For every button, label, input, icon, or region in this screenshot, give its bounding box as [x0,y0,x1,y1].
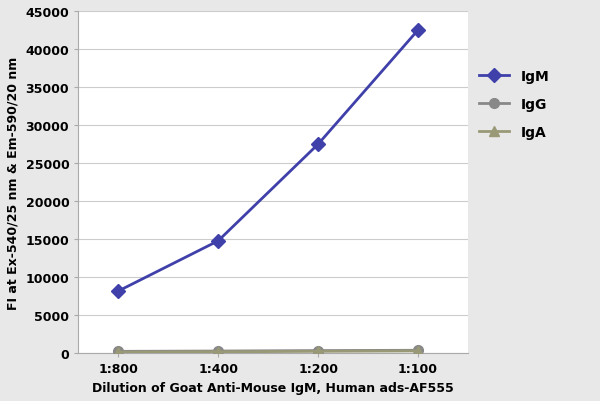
Line: IgG: IgG [113,346,423,356]
IgG [215,349,222,354]
IgM [415,28,422,33]
X-axis label: Dilution of Goat Anti-Mouse IgM, Human ads-AF555: Dilution of Goat Anti-Mouse IgM, Human a… [92,381,454,394]
IgA [115,350,122,354]
IgG [415,348,422,353]
IgA [314,349,322,354]
IgA [415,349,422,354]
Y-axis label: FI at Ex-540/25 nm & Em-590/20 nm: FI at Ex-540/25 nm & Em-590/20 nm [7,57,20,309]
IgM [115,289,122,294]
Legend: IgM, IgG, IgA: IgM, IgG, IgA [479,70,549,140]
IgG [115,349,122,354]
Line: IgA: IgA [113,346,423,357]
IgM [314,142,322,147]
IgA [215,350,222,354]
Line: IgM: IgM [113,26,423,296]
IgG [314,348,322,353]
IgM [215,239,222,244]
